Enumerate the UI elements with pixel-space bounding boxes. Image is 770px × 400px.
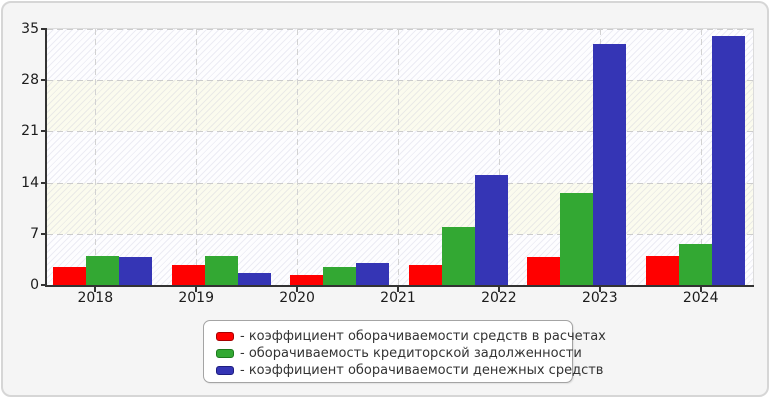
gridline-x-2018 bbox=[95, 29, 97, 285]
x-tick-label-2018: 2018 bbox=[77, 290, 114, 306]
y-tick-label: 14 bbox=[21, 174, 39, 191]
gridline-y-14 bbox=[47, 182, 753, 184]
bar-5-series-1 bbox=[645, 256, 679, 285]
x-tick-label-2020: 2020 bbox=[279, 290, 315, 306]
gridline-x-2022 bbox=[498, 29, 500, 285]
legend-swatch-icon bbox=[216, 349, 234, 358]
x-tick-label-2022: 2022 bbox=[481, 290, 517, 306]
legend-item-label: - коэффициент оборачиваемости средств в … bbox=[240, 329, 606, 344]
plot-bands bbox=[47, 29, 753, 285]
bar-4-series-3 bbox=[593, 44, 626, 285]
bar-3-series-2 bbox=[441, 227, 475, 285]
x-tick-2019 bbox=[195, 287, 198, 292]
y-tick-0 bbox=[41, 284, 46, 286]
y-tick-label: 7 bbox=[30, 225, 39, 242]
legend-swatch-icon bbox=[216, 366, 234, 375]
bar-3-series-3 bbox=[474, 175, 508, 285]
bar-3-series-1 bbox=[408, 265, 442, 285]
gridline-y-7 bbox=[47, 233, 753, 235]
legend-box: - коэффициент оборачиваемости средств в … bbox=[203, 320, 606, 383]
x-tick-label-2023: 2023 bbox=[581, 290, 618, 306]
gridline-x-2020 bbox=[297, 29, 299, 285]
y-tick-label: 28 bbox=[21, 72, 39, 89]
gridline-y-35 bbox=[47, 29, 753, 30]
gridline-x-2021 bbox=[398, 29, 399, 285]
x-tick-label-2024: 2024 bbox=[682, 290, 719, 306]
band-21-28 bbox=[47, 80, 753, 132]
bar-5-series-2 bbox=[678, 244, 712, 285]
bar-4-series-2 bbox=[560, 193, 593, 285]
band-14-21 bbox=[47, 131, 753, 183]
x-tick-2023 bbox=[598, 287, 601, 292]
x-tick-2021 bbox=[397, 287, 399, 292]
x-tick-2022 bbox=[497, 287, 500, 292]
band-0-7 bbox=[47, 233, 753, 285]
legend-item-2: - оборачиваемость кредиторской задолженн… bbox=[216, 345, 582, 362]
band-28-35 bbox=[47, 29, 753, 81]
gridline-x-2024 bbox=[700, 29, 702, 285]
y-tick-label: 21 bbox=[21, 123, 39, 140]
legend-item-label: - коэффициент оборачиваемости денежных с… bbox=[240, 363, 604, 378]
bar-4-series-1 bbox=[527, 257, 560, 285]
x-tick-2018 bbox=[94, 287, 97, 292]
legend-swatch-icon bbox=[216, 332, 234, 341]
legend-item-label: - оборачиваемость кредиторской задолженн… bbox=[240, 346, 582, 361]
y-tick-21 bbox=[41, 130, 46, 133]
bar-2-series-2 bbox=[323, 267, 356, 285]
gridline-y-21 bbox=[47, 131, 753, 133]
bar-2-series-1 bbox=[290, 275, 323, 285]
y-tick-label: 35 bbox=[21, 21, 39, 37]
legend-item-1: - коэффициент оборачиваемости средств в … bbox=[216, 328, 606, 345]
y-tick-35 bbox=[41, 28, 46, 30]
gridline-x-2019 bbox=[196, 29, 198, 285]
y-axis-line bbox=[45, 28, 47, 287]
bar-1-series-2 bbox=[204, 256, 238, 285]
bar-1-series-3 bbox=[237, 273, 271, 285]
bar-0-series-3 bbox=[119, 257, 152, 285]
bar-5-series-3 bbox=[711, 36, 745, 285]
legend-item-3: - коэффициент оборачиваемости денежных с… bbox=[216, 362, 603, 379]
bar-0-series-2 bbox=[86, 256, 119, 285]
x-tick-2024 bbox=[699, 287, 702, 292]
y-tick-7 bbox=[41, 232, 46, 235]
y-tick-label: 0 bbox=[30, 277, 39, 293]
plot-area bbox=[47, 28, 754, 285]
x-tick-2020 bbox=[296, 287, 299, 292]
bar-1-series-1 bbox=[171, 265, 205, 285]
y-tick-14 bbox=[41, 181, 46, 184]
bar-0-series-1 bbox=[53, 267, 86, 285]
gridline-y-28 bbox=[47, 80, 753, 82]
band-7-14 bbox=[47, 182, 753, 234]
x-axis-line bbox=[47, 285, 754, 287]
x-tick-label-2021: 2021 bbox=[380, 290, 416, 306]
y-tick-28 bbox=[41, 79, 46, 82]
x-tick-label-2019: 2019 bbox=[178, 290, 214, 306]
hatch-overlay bbox=[47, 29, 753, 285]
bar-2-series-3 bbox=[356, 263, 389, 285]
